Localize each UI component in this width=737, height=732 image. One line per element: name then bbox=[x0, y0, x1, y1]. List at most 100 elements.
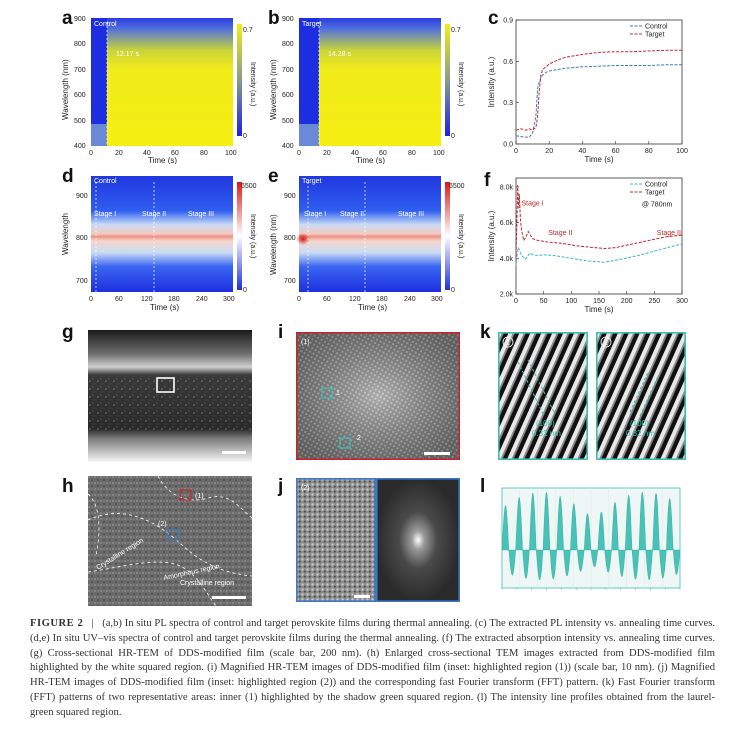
x-axis-label: Time (s) bbox=[584, 305, 613, 314]
panel-e-cbar-label: Intensity (a.u.) bbox=[457, 214, 464, 258]
panel-letter-l: l bbox=[480, 476, 486, 497]
panel-a-title: Control bbox=[94, 21, 117, 28]
figure-label: FIGURE 2 bbox=[30, 618, 84, 629]
panel-b-xlabel: Time (s) bbox=[356, 156, 385, 164]
panel-i-region-1-box bbox=[321, 387, 333, 399]
panel-g-tem-image bbox=[88, 330, 252, 462]
panel-a-xtick: 0 bbox=[89, 150, 93, 157]
panel-e-xtick: 300 bbox=[431, 296, 443, 303]
panel-d-xtick: 180 bbox=[168, 296, 180, 303]
panel-d-stage-3: Stage III bbox=[188, 211, 214, 218]
y-tick-label: 4.0k bbox=[500, 256, 514, 263]
caption-text: (a,b) In situ PL spectra of control and … bbox=[30, 618, 715, 718]
x-axis-label: Time (s) bbox=[584, 155, 613, 164]
panel-d-ytick: 800 bbox=[76, 235, 88, 242]
panel-letter-f: f bbox=[484, 170, 491, 191]
panel-b-xticks: 0 20 40 60 80 100 bbox=[297, 150, 445, 157]
panel-a-cbar-label: Intensity (a.u.) bbox=[249, 62, 256, 106]
series-line-control bbox=[515, 243, 683, 266]
panel-h-region-1-box bbox=[179, 489, 192, 501]
y-tick-label: 0.3 bbox=[503, 100, 513, 107]
panel-e-xlabel: Time (s) bbox=[358, 303, 387, 312]
y-axis-label: Intensity (a.u.) bbox=[487, 56, 496, 107]
panel-a-ytick: 700 bbox=[74, 67, 86, 74]
panel-h-region-crystalline-2: Crystalline region bbox=[180, 580, 234, 587]
legend-label: Target bbox=[645, 32, 665, 39]
panel-i-marker-1: 1 bbox=[336, 390, 340, 397]
panel-letter-a: a bbox=[62, 8, 73, 29]
y-tick-label: 0.6 bbox=[503, 59, 513, 66]
panel-b-ytick: 900 bbox=[282, 16, 294, 23]
y-tick-label: 6.0k bbox=[500, 220, 514, 227]
panel-h-region-2-box bbox=[167, 529, 180, 541]
panel-l-chart bbox=[501, 487, 681, 590]
x-tick-label: 300 bbox=[676, 298, 688, 305]
x-tick-label: 40 bbox=[579, 148, 587, 155]
panel-g-scale-bar bbox=[222, 451, 246, 454]
panel-d-xtick: 0 bbox=[89, 296, 93, 303]
panel-k-fft-images: 1 2 (100) 0.32 nm (100) 0.32 nm bbox=[498, 332, 686, 460]
panel-e-cbar-max: 6500 bbox=[449, 183, 465, 190]
x-tick-label: 0 bbox=[514, 298, 518, 305]
panel-k-plane-1: (100) bbox=[536, 419, 555, 428]
x-tick-label: 100 bbox=[565, 298, 577, 305]
panel-d-xtick: 240 bbox=[196, 296, 208, 303]
x-tick-label: 150 bbox=[593, 298, 605, 305]
y-tick-label: 2.0k bbox=[500, 292, 514, 299]
panel-b-title: Target bbox=[302, 21, 322, 28]
panel-f-annotation: @ 780nm bbox=[642, 202, 673, 209]
panel-a-ytick: 800 bbox=[74, 41, 86, 48]
panel-d-ytick: 700 bbox=[76, 278, 88, 285]
panel-a-xlabel: Time (s) bbox=[148, 156, 177, 164]
x-tick-label: 80 bbox=[645, 148, 653, 155]
panel-i-marker-2: 2 bbox=[357, 435, 361, 442]
panel-e-cbar-min: 0 bbox=[451, 287, 455, 294]
panel-b-heatmap: Target 14.28 s 0.7 0 Intensity (a.u.) 40… bbox=[269, 16, 464, 164]
panel-b-yticks: 400 500 600 700 800 900 bbox=[282, 16, 294, 150]
panel-j-tag: (2) bbox=[301, 485, 310, 492]
panel-a-ytick: 400 bbox=[74, 143, 86, 150]
panel-letter-g: g bbox=[62, 322, 74, 343]
panel-letter-e: e bbox=[268, 166, 279, 187]
panel-f-stage-1: Stage I bbox=[522, 201, 544, 208]
x-tick-label: 250 bbox=[648, 298, 660, 305]
panel-a-ytick: 500 bbox=[74, 118, 86, 125]
panel-h-tem-image: (1) (2) Crystalline region Amorphous reg… bbox=[88, 476, 252, 606]
panel-a-cbar-max: 0.7 bbox=[243, 27, 253, 34]
panel-i-tag: (1) bbox=[301, 339, 310, 346]
panel-d-ytick: 900 bbox=[76, 193, 88, 200]
panel-k-spacing-2: 0.32 nm bbox=[626, 429, 655, 438]
panel-b-ylabel: Wavelength (nm) bbox=[269, 59, 278, 120]
panel-a-xtick: 80 bbox=[200, 150, 208, 157]
panel-d-cbar-max: 6500 bbox=[241, 183, 257, 190]
panel-e-stage-1: Stage I bbox=[304, 211, 326, 218]
panel-b-xtick: 60 bbox=[379, 150, 387, 157]
panel-d-title: Control bbox=[94, 178, 117, 185]
panel-j-hrtem-fft-image: (2) bbox=[296, 478, 460, 602]
panel-b-xtick: 100 bbox=[433, 150, 445, 157]
panel-b-cbar-label: Intensity (a.u.) bbox=[457, 62, 464, 106]
panel-d-ylabel: Wavelength bbox=[61, 213, 70, 255]
panel-k-tag-2: 2 bbox=[604, 340, 608, 347]
panel-f-stage-3: Stage III bbox=[657, 230, 683, 237]
panel-letter-d: d bbox=[62, 166, 74, 187]
panel-b-ytick: 800 bbox=[282, 41, 294, 48]
series-line-target bbox=[515, 185, 683, 259]
panel-d-xtick: 60 bbox=[115, 296, 123, 303]
panel-b-cbar-max: 0.7 bbox=[451, 27, 461, 34]
panel-h-region-1-label: (1) bbox=[195, 493, 204, 500]
panel-k-spacing-1: 0.32 nm bbox=[532, 429, 561, 438]
legend-label: Control bbox=[645, 182, 668, 189]
panel-letter-k: k bbox=[480, 322, 491, 343]
panel-i-scale-bar bbox=[424, 452, 450, 455]
panel-h-region-2-label: (2) bbox=[158, 521, 167, 528]
panel-b-ytick: 700 bbox=[282, 67, 294, 74]
panel-d-xtick: 120 bbox=[141, 296, 153, 303]
panel-a-time-marker: 12.17 s bbox=[116, 51, 139, 58]
x-tick-label: 20 bbox=[545, 148, 553, 155]
panel-a-xtick: 40 bbox=[143, 150, 151, 157]
panel-i-hrtem-image: (1) 1 2 bbox=[296, 332, 460, 460]
panel-letter-h: h bbox=[62, 476, 74, 497]
panel-e-stage-2: Stage II bbox=[340, 211, 364, 218]
panel-d-cbar-label: Intensity (a.u.) bbox=[249, 214, 256, 258]
